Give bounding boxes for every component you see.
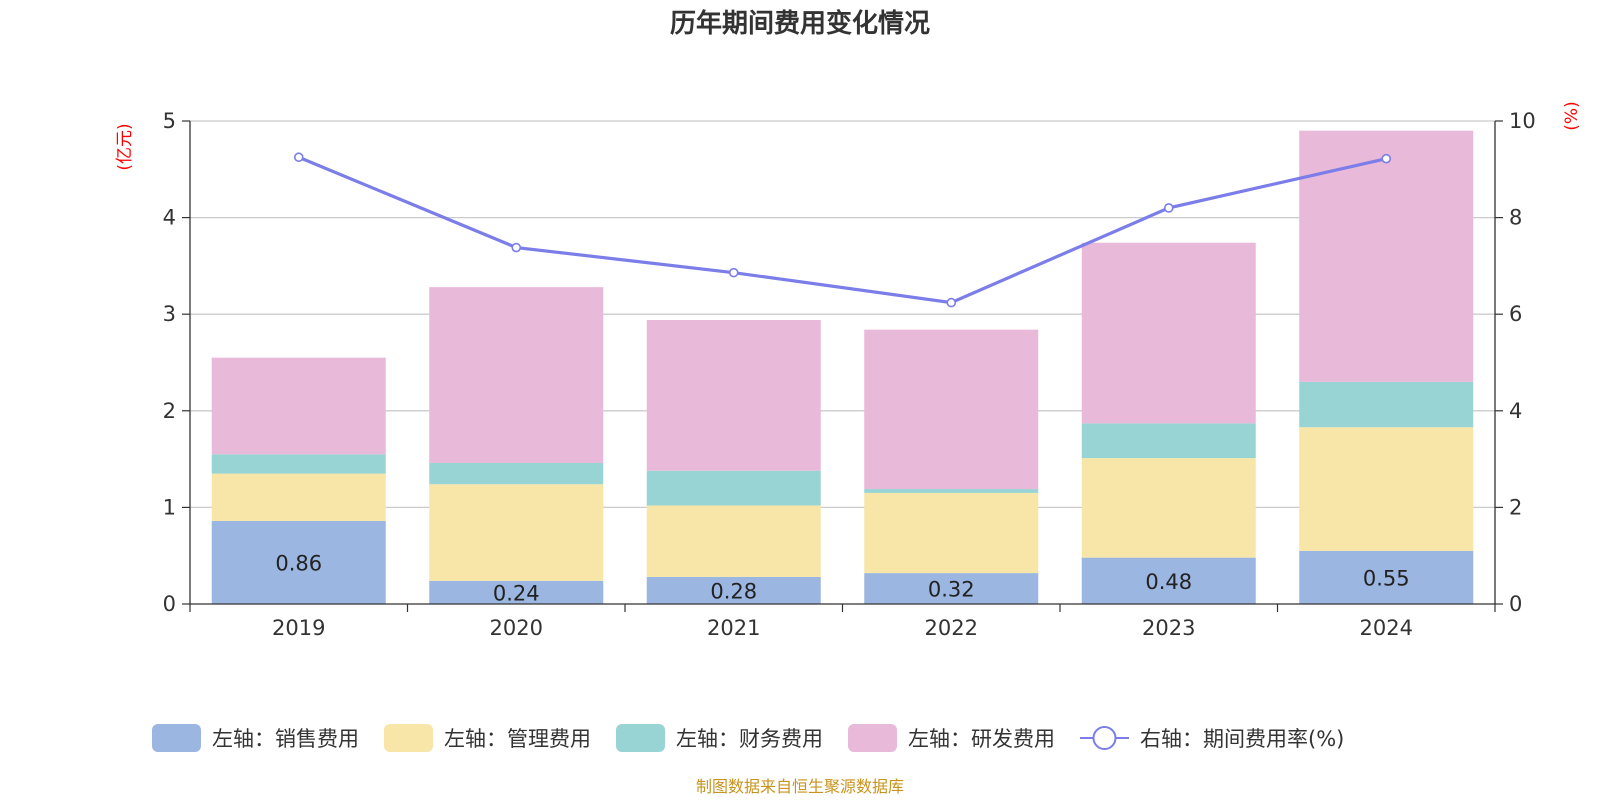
legend-swatch	[616, 724, 665, 752]
legend-swatch	[384, 724, 433, 752]
x-axis-tick-label: 2024	[1360, 616, 1413, 640]
rate-point	[1382, 155, 1390, 163]
left-axis-tick-label: 4	[163, 206, 176, 230]
left-axis-tick-label: 2	[163, 399, 176, 423]
source-note: 制图数据来自恒生聚源数据库	[696, 777, 904, 796]
rate-point	[947, 299, 955, 307]
bar-segment	[212, 454, 386, 473]
bar-data-label: 0.24	[493, 581, 540, 605]
right-axis-tick-label: 0	[1509, 592, 1522, 616]
x-axis-tick-label: 2020	[490, 616, 543, 640]
bar-layer: 0.86 0.24 0.28 0.32 0.48 0.55	[212, 131, 1474, 606]
bar-segment	[429, 463, 603, 484]
rate-point	[1165, 204, 1173, 212]
bar-data-label: 0.28	[710, 579, 757, 603]
bar-segment	[1082, 423, 1256, 458]
legend-swatch	[152, 724, 201, 752]
bar-segment	[1299, 382, 1473, 427]
bar-data-label: 0.86	[275, 551, 322, 575]
rate-point	[295, 153, 303, 161]
right-axis-tick-label: 6	[1509, 302, 1522, 326]
left-axis-tick-label: 1	[163, 495, 176, 519]
bar-data-label: 0.32	[928, 578, 975, 602]
bar-segment	[429, 287, 603, 463]
legend-label: 左轴：研发费用	[908, 727, 1055, 751]
left-axis-unit: (亿元)	[115, 123, 135, 170]
chart-title: 历年期间费用变化情况	[670, 8, 930, 39]
bar-segment	[1082, 458, 1256, 557]
bar-segment	[1299, 427, 1473, 551]
bar-segment	[864, 489, 1038, 493]
left-axis-tick-label: 0	[163, 592, 176, 616]
left-axis-tick-label: 3	[163, 302, 176, 326]
bar-segment	[647, 505, 821, 576]
legend-swatch	[848, 724, 897, 752]
legend-label: 右轴：期间费用率(%)	[1140, 727, 1344, 751]
bar-data-label: 0.55	[1363, 566, 1410, 590]
right-axis-unit: (%)	[1562, 101, 1582, 130]
legend-label: 左轴：销售费用	[212, 727, 359, 751]
x-axis-tick-label: 2023	[1142, 616, 1195, 640]
right-axis-tick-label: 8	[1509, 206, 1522, 230]
legend: 左轴：销售费用 左轴：管理费用 左轴：财务费用 左轴：研发费用 右轴：期间费用率(%)	[152, 724, 1344, 752]
legend-label: 左轴：财务费用	[676, 727, 823, 751]
bar-segment	[212, 474, 386, 521]
chart-canvas: 历年期间费用变化情况 (亿元) (%) 0.86 0.24 0.28 0.32 0.48…	[0, 0, 1600, 800]
bar-data-label: 0.48	[1145, 570, 1192, 594]
left-axis-tick-label: 5	[163, 109, 176, 133]
right-axis-tick-label: 4	[1509, 399, 1522, 423]
bar-segment	[864, 493, 1038, 573]
bar-segment	[1299, 131, 1473, 382]
rate-point	[730, 269, 738, 277]
bar-segment	[864, 330, 1038, 489]
right-axis-tick-label: 2	[1509, 495, 1522, 519]
bar-segment	[1082, 243, 1256, 424]
rate-point	[512, 244, 520, 252]
legend-line-marker	[1094, 727, 1116, 749]
bar-segment	[647, 471, 821, 506]
bar-segment	[429, 484, 603, 581]
bar-segment	[647, 320, 821, 471]
legend-label: 左轴：管理费用	[444, 727, 591, 751]
right-axis-tick-label: 10	[1509, 109, 1536, 133]
x-axis-tick-label: 2021	[707, 616, 760, 640]
x-axis-tick-label: 2019	[272, 616, 325, 640]
bar-segment	[212, 358, 386, 455]
x-axis-tick-label: 2022	[925, 616, 978, 640]
